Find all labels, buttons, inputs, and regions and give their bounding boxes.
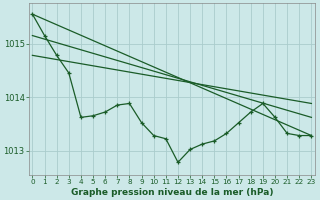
X-axis label: Graphe pression niveau de la mer (hPa): Graphe pression niveau de la mer (hPa) xyxy=(71,188,273,197)
